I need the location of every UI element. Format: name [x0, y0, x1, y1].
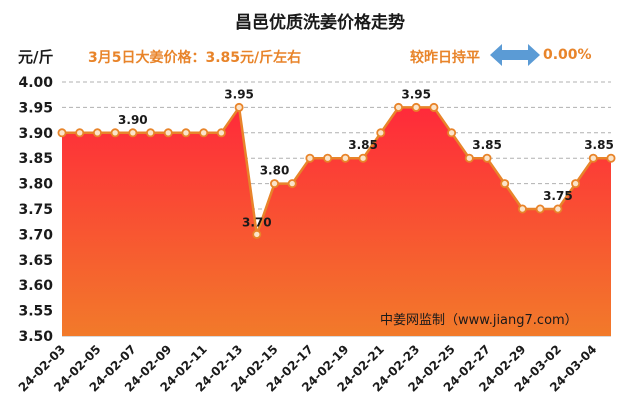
data-label: 3.70 [242, 215, 272, 229]
chart-title: 昌邑优质洗姜价格走势 [235, 13, 405, 33]
data-label: 3.75 [543, 189, 573, 203]
data-label: 3.85 [348, 138, 378, 152]
y-tick-label: 3.55 [18, 304, 53, 320]
y-tick-label: 4.00 [18, 75, 53, 91]
data-point [128, 128, 138, 138]
y-tick-label: 3.75 [18, 202, 53, 218]
data-point [110, 128, 120, 138]
data-point [216, 128, 226, 138]
data-point [75, 128, 85, 138]
data-point [146, 128, 156, 138]
data-point [181, 128, 191, 138]
y-tick-label: 3.65 [18, 253, 53, 269]
change-value: 0.00% [543, 47, 592, 63]
data-label: 3.90 [118, 113, 148, 127]
y-tick-label: 3.85 [18, 151, 53, 167]
data-point [606, 153, 616, 163]
price-note: 3月5日大姜价格：3.85元/斤左右 [88, 50, 302, 66]
data-point [234, 102, 244, 112]
data-point [376, 128, 386, 138]
data-labels: 3.90 3.95 3.70 3.80 3.85 3.95 3.85 3.75 3.85 [118, 87, 614, 229]
data-label: 3.95 [401, 87, 431, 101]
data-point [429, 102, 439, 112]
data-points [57, 102, 616, 239]
data-label: 3.80 [260, 164, 290, 178]
y-tick-label: 3.60 [18, 278, 53, 294]
y-axis-labels: 3.50 3.55 3.60 3.65 3.70 3.75 3.80 3.85 3.90 3.95… [18, 75, 53, 345]
watermark: 中姜网监制（www.jiang7.com） [380, 313, 578, 328]
data-point [588, 153, 598, 163]
data-label: 3.95 [224, 87, 254, 101]
data-point [535, 204, 545, 214]
data-point [464, 153, 474, 163]
change-label: 较昨日持平 [410, 50, 480, 66]
data-point [411, 102, 421, 112]
data-point [92, 128, 102, 138]
y-tick-label: 3.70 [18, 227, 53, 243]
x-axis-labels: 24-02-0324-02-0524-02-0724-02-0924-02-11… [16, 342, 600, 394]
y-axis-unit: 元/斤 [18, 48, 54, 66]
y-tick-label: 3.80 [18, 177, 53, 193]
data-label: 3.85 [472, 138, 502, 152]
data-point [252, 229, 262, 239]
data-point [163, 128, 173, 138]
double-arrow-icon [490, 44, 540, 66]
data-point [57, 128, 67, 138]
data-point [270, 179, 280, 189]
data-point [323, 153, 333, 163]
price-area [62, 107, 611, 337]
data-point [358, 153, 368, 163]
data-point [199, 128, 209, 138]
data-point [340, 153, 350, 163]
data-point [571, 179, 581, 189]
data-label: 3.85 [584, 138, 614, 152]
y-tick-label: 3.90 [18, 126, 53, 142]
data-point [305, 153, 315, 163]
y-tick-label: 3.95 [18, 100, 53, 116]
y-tick-label: 3.50 [18, 329, 53, 345]
data-point [500, 179, 510, 189]
data-point [393, 102, 403, 112]
data-point [517, 204, 527, 214]
data-point [287, 179, 297, 189]
data-point [447, 128, 457, 138]
data-point [482, 153, 492, 163]
data-point [553, 204, 563, 214]
